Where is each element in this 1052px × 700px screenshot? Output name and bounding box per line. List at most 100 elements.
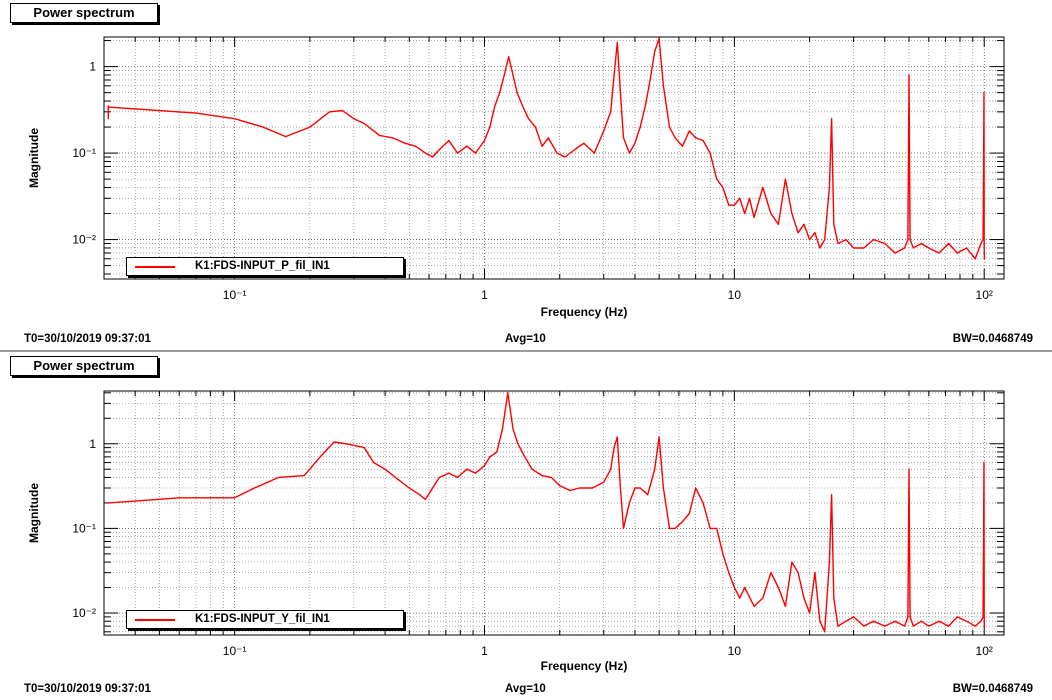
data-point bbox=[432, 487, 434, 489]
data-point bbox=[512, 74, 514, 76]
data-point bbox=[956, 252, 958, 254]
footer-t0: T0=30/10/2019 09:37:01 bbox=[24, 683, 151, 695]
data-point bbox=[524, 456, 526, 458]
data-point bbox=[872, 238, 874, 241]
data-point bbox=[722, 553, 724, 555]
data-point bbox=[828, 186, 830, 189]
legend-label: K1:FDS-INPUT_Y_fil_IN1 bbox=[195, 613, 330, 625]
data-point bbox=[424, 498, 426, 501]
x-tick-label: 10 bbox=[728, 288, 742, 302]
data-point bbox=[662, 85, 665, 87]
data-point bbox=[748, 197, 751, 199]
data-point bbox=[517, 443, 519, 445]
chart-legend[interactable]: K1:FDS-INPUT_Y_fil_IN1 bbox=[126, 610, 404, 629]
data-point bbox=[833, 597, 835, 599]
data-point bbox=[448, 139, 450, 142]
data-point bbox=[559, 485, 561, 487]
spectrum-plot-p[interactable]: 10⁻¹ 1 10 10² 10⁻² 10⁻¹ 1 Frequency (Hz) Magnitu… bbox=[0, 0, 1052, 350]
x-axis-label: Frequency (Hz) bbox=[541, 305, 628, 319]
data-point bbox=[753, 216, 755, 219]
data-point bbox=[668, 126, 671, 128]
data-point bbox=[688, 130, 690, 132]
data-point bbox=[593, 152, 595, 154]
data-point bbox=[863, 625, 865, 627]
panel-title[interactable]: Power spectrum bbox=[10, 3, 158, 23]
data-point bbox=[603, 481, 605, 483]
data-point bbox=[253, 487, 256, 489]
data-point bbox=[415, 145, 417, 147]
data-point bbox=[556, 152, 558, 154]
data-point bbox=[108, 106, 110, 108]
data-point bbox=[658, 38, 660, 40]
data-point bbox=[341, 109, 344, 112]
data-point bbox=[639, 126, 641, 128]
data-point bbox=[733, 586, 735, 589]
data-point bbox=[837, 625, 839, 627]
data-point bbox=[845, 620, 847, 622]
y-tick-label: 10⁻¹ bbox=[72, 146, 96, 160]
data-point bbox=[728, 204, 730, 206]
data-point bbox=[884, 242, 886, 245]
data-point bbox=[668, 527, 671, 529]
spectrum-plot-y[interactable]: 10⁻¹ 1 10 10² 10⁻² 10⁻¹ 1 Frequency (Hz) Magnitu… bbox=[0, 352, 1052, 700]
data-point bbox=[610, 468, 612, 470]
panel-title[interactable]: Power spectrum bbox=[10, 356, 158, 376]
data-point bbox=[496, 451, 498, 453]
data-point bbox=[709, 527, 711, 529]
data-point bbox=[516, 92, 518, 94]
data-point bbox=[209, 497, 212, 499]
data-point bbox=[928, 247, 930, 249]
data-point bbox=[983, 461, 985, 464]
data-point bbox=[928, 625, 930, 627]
data-point bbox=[541, 145, 543, 147]
data-point bbox=[531, 468, 533, 470]
data-point bbox=[432, 156, 434, 158]
data-point bbox=[909, 616, 911, 618]
chart-legend[interactable]: K1:FDS-INPUT_P_fil_IN1 bbox=[126, 257, 404, 276]
data-point bbox=[903, 247, 906, 249]
data-point bbox=[616, 436, 618, 438]
x-tick-label: 1 bbox=[481, 288, 488, 302]
data-point bbox=[649, 79, 651, 81]
footer-t0: T0=30/10/2019 09:37:01 bbox=[24, 333, 151, 345]
data-point bbox=[808, 612, 811, 614]
data-point bbox=[610, 111, 612, 113]
data-point bbox=[728, 572, 730, 574]
data-point bbox=[404, 142, 406, 144]
data-point bbox=[658, 436, 660, 438]
data-point bbox=[744, 586, 746, 589]
data-point bbox=[353, 118, 355, 120]
data-point bbox=[474, 472, 477, 474]
data-point bbox=[466, 468, 468, 470]
data-point bbox=[634, 142, 636, 144]
data-point bbox=[483, 465, 486, 467]
data-point bbox=[716, 527, 718, 529]
data-point bbox=[363, 122, 365, 125]
data-point bbox=[784, 178, 786, 180]
data-point bbox=[894, 252, 896, 254]
y-tick-label: 1 bbox=[89, 437, 96, 451]
data-point bbox=[456, 476, 459, 479]
data-point bbox=[262, 126, 264, 128]
data-point bbox=[483, 139, 486, 142]
data-point bbox=[647, 494, 649, 496]
data-point bbox=[578, 487, 581, 489]
data-point bbox=[622, 527, 625, 529]
footer-bw: BW=0.0468749 bbox=[952, 683, 1033, 695]
data-point bbox=[569, 489, 571, 492]
data-point bbox=[830, 494, 833, 496]
data-point bbox=[503, 74, 505, 76]
y-tick-label: 10⁻² bbox=[72, 606, 96, 620]
data-point bbox=[947, 625, 950, 627]
data-point bbox=[980, 242, 982, 245]
data-point bbox=[438, 476, 441, 479]
data-point bbox=[762, 186, 764, 189]
data-point bbox=[550, 476, 552, 479]
data-point bbox=[983, 616, 985, 618]
data-point bbox=[329, 111, 331, 113]
data-point bbox=[639, 487, 641, 489]
data-point bbox=[983, 625, 986, 627]
data-point bbox=[908, 468, 910, 470]
data-point bbox=[819, 620, 821, 622]
data-point bbox=[912, 247, 914, 249]
